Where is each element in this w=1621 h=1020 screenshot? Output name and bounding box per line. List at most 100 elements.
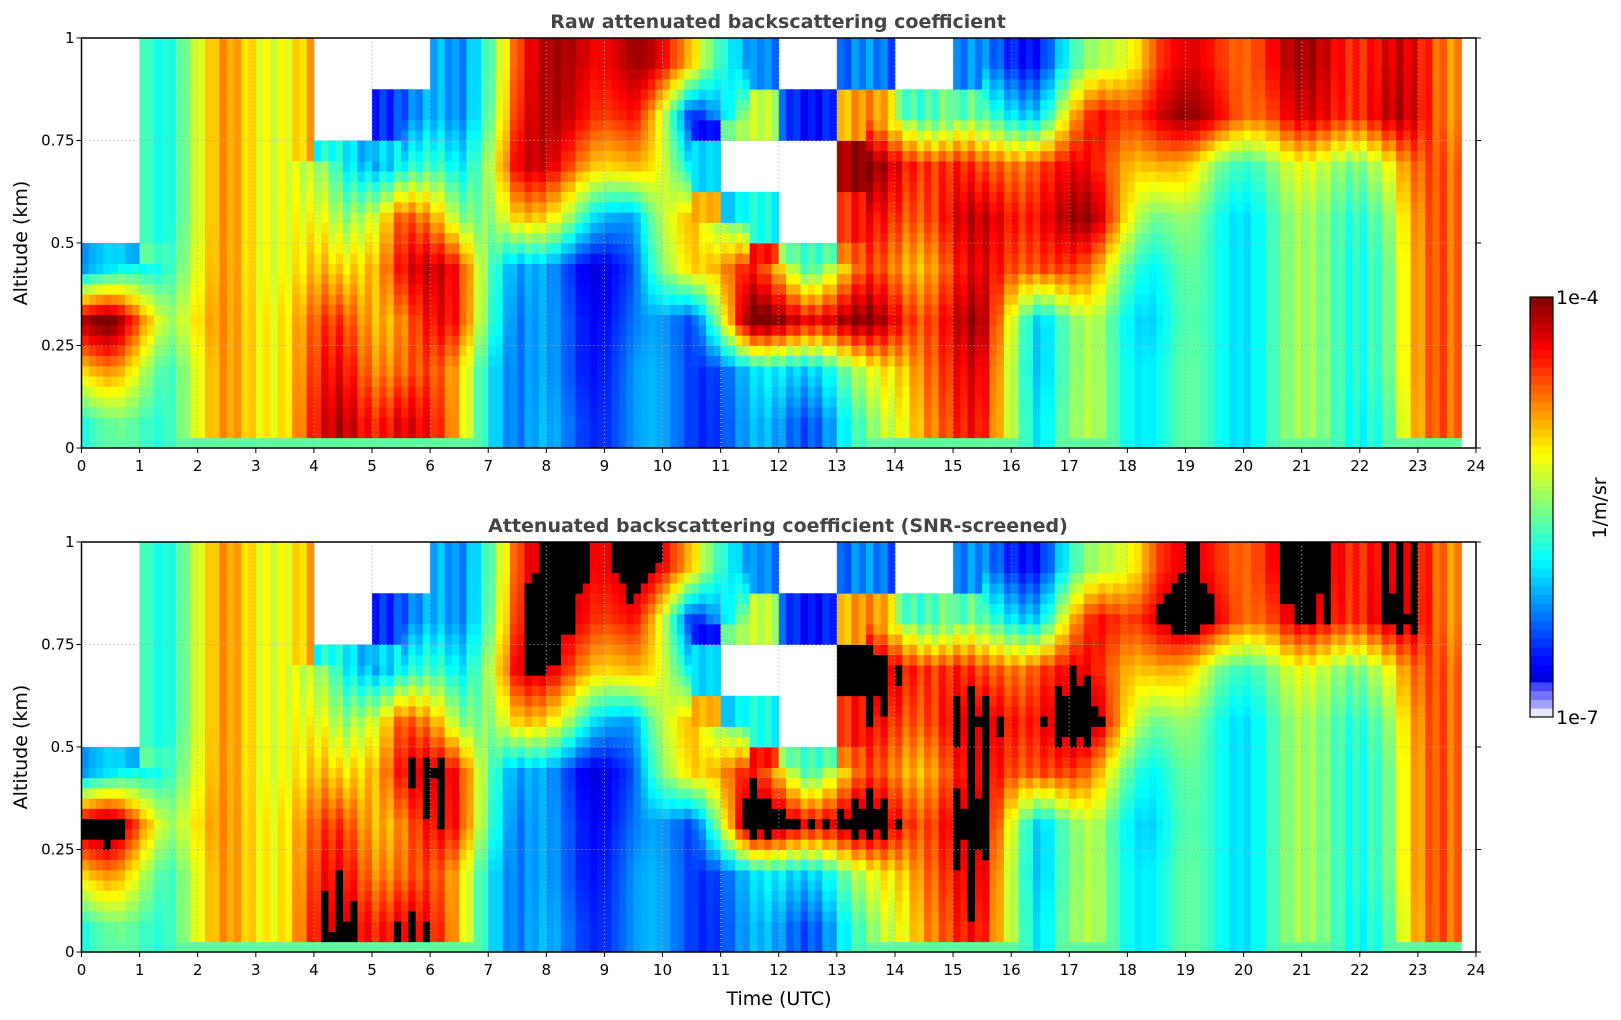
- heatmap-cell: [255, 161, 264, 172]
- heatmap-cell: [720, 345, 729, 357]
- heatmap-cell: [335, 243, 344, 254]
- heatmap-cell: [589, 150, 598, 162]
- heatmap-cell: [916, 284, 925, 295]
- heatmap-cell: [982, 396, 990, 408]
- heatmap-cell: [655, 294, 663, 305]
- heatmap-cell: [684, 325, 692, 336]
- heatmap-cell: [422, 171, 431, 182]
- heatmap-cell: [582, 38, 591, 49]
- heatmap-cell: [183, 345, 191, 357]
- heatmap-cell: [372, 366, 380, 377]
- heatmap-cell: [706, 243, 714, 254]
- heatmap-cell: [241, 396, 249, 408]
- heatmap-cell: [909, 417, 918, 428]
- heatmap-cell: [597, 294, 605, 305]
- heatmap-cell: [691, 325, 700, 336]
- heatmap-cell: [756, 366, 765, 377]
- heatmap-cell: [684, 212, 692, 223]
- heatmap-cell: [466, 314, 475, 326]
- heatmap-cell: [284, 130, 293, 141]
- heatmap-cell: [669, 120, 678, 131]
- heatmap-cell: [495, 304, 504, 316]
- heatmap-cell: [401, 417, 409, 428]
- heatmap-cell: [764, 325, 772, 336]
- heatmap-cell: [386, 140, 395, 152]
- heatmap-cell: [284, 396, 293, 408]
- heatmap-cell: [459, 396, 467, 408]
- heatmap-cell: [858, 273, 867, 285]
- heatmap-cell: [713, 202, 722, 213]
- heatmap-cell: [604, 386, 613, 398]
- heatmap-cell: [1018, 120, 1027, 131]
- heatmap-cell: [335, 294, 344, 305]
- heatmap-cell: [546, 427, 554, 439]
- heatmap-cell: [422, 89, 431, 100]
- heatmap-cell: [953, 253, 961, 264]
- heatmap-cell: [582, 253, 591, 264]
- heatmap-cell: [989, 376, 998, 387]
- heatmap-cell: [306, 263, 315, 275]
- heatmap-cell: [531, 407, 540, 418]
- heatmap-cell: [386, 161, 395, 172]
- heatmap-cell: [350, 314, 358, 326]
- heatmap-cell: [720, 79, 729, 90]
- heatmap-cell: [967, 284, 976, 295]
- heatmap-cell: [1011, 212, 1019, 223]
- heatmap-cell: [255, 407, 264, 418]
- heatmap-cell: [611, 437, 620, 449]
- heatmap-cell: [1062, 325, 1070, 336]
- heatmap-cell: [393, 386, 402, 398]
- heatmap-cell: [132, 437, 140, 449]
- heatmap-cell: [234, 109, 242, 121]
- heatmap-cell: [698, 130, 707, 141]
- heatmap-cell: [270, 109, 278, 121]
- heatmap-cell: [698, 427, 707, 439]
- heatmap-cell: [960, 120, 968, 131]
- heatmap-cell: [953, 417, 961, 428]
- heatmap-cell: [459, 304, 467, 316]
- heatmap-cell: [168, 68, 177, 80]
- heatmap-cell: [502, 427, 511, 439]
- heatmap-cell: [953, 335, 961, 346]
- heatmap-cell: [510, 68, 518, 80]
- heatmap-cell: [444, 386, 453, 398]
- heatmap-cell: [778, 427, 787, 439]
- heatmap-cell: [996, 335, 1005, 346]
- heatmap-cell: [982, 38, 990, 49]
- heatmap-cell: [321, 191, 329, 203]
- heatmap-cell: [255, 89, 264, 100]
- heatmap-cell: [480, 140, 489, 152]
- heatmap-cell: [648, 396, 656, 408]
- heatmap-cell: [909, 253, 918, 264]
- heatmap-cell: [299, 161, 308, 172]
- heatmap-cell: [342, 294, 351, 305]
- heatmap-cell: [604, 140, 613, 152]
- heatmap-cell: [248, 109, 257, 121]
- heatmap-cell: [720, 355, 729, 367]
- heatmap-cell: [996, 325, 1005, 336]
- heatmap-cell: [902, 304, 910, 316]
- heatmap-cell: [597, 396, 605, 408]
- heatmap-cell: [154, 58, 162, 70]
- heatmap-cell: [756, 109, 765, 121]
- heatmap-cell: [931, 181, 939, 193]
- heatmap-cell: [517, 89, 525, 100]
- heatmap-cell: [575, 191, 584, 203]
- heatmap-cell: [299, 48, 308, 59]
- heatmap-cell: [393, 150, 402, 162]
- heatmap-cell: [909, 284, 918, 295]
- heatmap-cell: [161, 89, 170, 100]
- heatmap-cell: [815, 99, 823, 111]
- heatmap-cell: [1054, 140, 1063, 152]
- heatmap-cell: [1040, 222, 1048, 234]
- heatmap-cell: [1040, 130, 1048, 141]
- heatmap-cell: [902, 366, 910, 377]
- heatmap-cell: [851, 437, 860, 449]
- heatmap-cell: [510, 150, 518, 162]
- heatmap-cell: [909, 89, 918, 100]
- heatmap-cell: [488, 38, 496, 49]
- heatmap-cell: [713, 212, 722, 223]
- heatmap-cell: [175, 212, 184, 223]
- heatmap-cell: [553, 212, 562, 223]
- heatmap-cell: [938, 437, 947, 449]
